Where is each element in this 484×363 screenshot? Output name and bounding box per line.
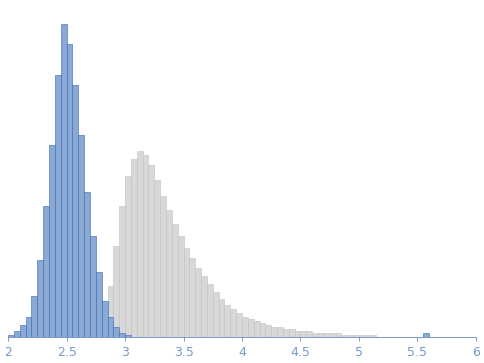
Bar xyxy=(172,224,178,337)
Bar xyxy=(31,297,37,337)
Bar xyxy=(154,180,160,337)
Bar xyxy=(67,45,73,337)
Bar xyxy=(60,24,67,337)
Bar xyxy=(125,176,131,337)
Bar xyxy=(43,206,49,337)
Bar xyxy=(324,333,330,337)
Bar xyxy=(213,293,219,337)
Bar xyxy=(107,317,113,337)
Bar xyxy=(102,313,107,337)
Bar xyxy=(96,327,102,337)
Bar xyxy=(90,236,96,337)
Bar xyxy=(207,284,213,337)
Bar xyxy=(347,335,353,337)
Bar xyxy=(55,75,60,337)
Bar xyxy=(113,327,119,337)
Bar xyxy=(295,331,301,337)
Bar xyxy=(330,333,335,337)
Bar xyxy=(96,272,102,337)
Bar xyxy=(424,333,429,337)
Bar xyxy=(84,192,90,337)
Bar xyxy=(195,268,201,337)
Bar xyxy=(78,135,84,337)
Bar xyxy=(265,325,271,337)
Bar xyxy=(301,331,306,337)
Bar xyxy=(189,258,195,337)
Bar xyxy=(119,206,125,337)
Bar xyxy=(102,301,107,337)
Bar xyxy=(8,335,14,337)
Bar xyxy=(113,246,119,337)
Bar xyxy=(73,85,78,337)
Bar xyxy=(312,333,318,337)
Bar xyxy=(178,236,183,337)
Bar xyxy=(371,335,377,337)
Bar xyxy=(219,298,225,337)
Bar xyxy=(254,321,259,337)
Bar xyxy=(49,145,55,337)
Bar xyxy=(359,335,365,337)
Bar xyxy=(289,329,295,337)
Bar xyxy=(131,159,137,337)
Bar xyxy=(242,317,248,337)
Bar xyxy=(107,286,113,337)
Bar xyxy=(341,335,347,337)
Bar xyxy=(271,327,277,337)
Bar xyxy=(248,319,254,337)
Bar xyxy=(183,248,189,337)
Bar xyxy=(201,276,207,337)
Bar xyxy=(166,210,172,337)
Bar xyxy=(236,313,242,337)
Bar xyxy=(160,196,166,337)
Bar xyxy=(119,333,125,337)
Bar xyxy=(125,335,131,337)
Bar xyxy=(143,155,149,337)
Bar xyxy=(20,325,26,337)
Bar xyxy=(14,331,20,337)
Bar xyxy=(335,333,341,337)
Bar xyxy=(318,333,324,337)
Bar xyxy=(277,327,283,337)
Bar xyxy=(137,151,143,337)
Bar xyxy=(230,309,236,337)
Bar xyxy=(365,335,371,337)
Bar xyxy=(37,260,43,337)
Bar xyxy=(90,333,96,337)
Bar xyxy=(26,317,31,337)
Bar xyxy=(306,331,312,337)
Bar xyxy=(225,305,230,337)
Bar xyxy=(353,335,359,337)
Bar xyxy=(283,329,289,337)
Bar xyxy=(259,323,265,337)
Bar xyxy=(149,166,154,337)
